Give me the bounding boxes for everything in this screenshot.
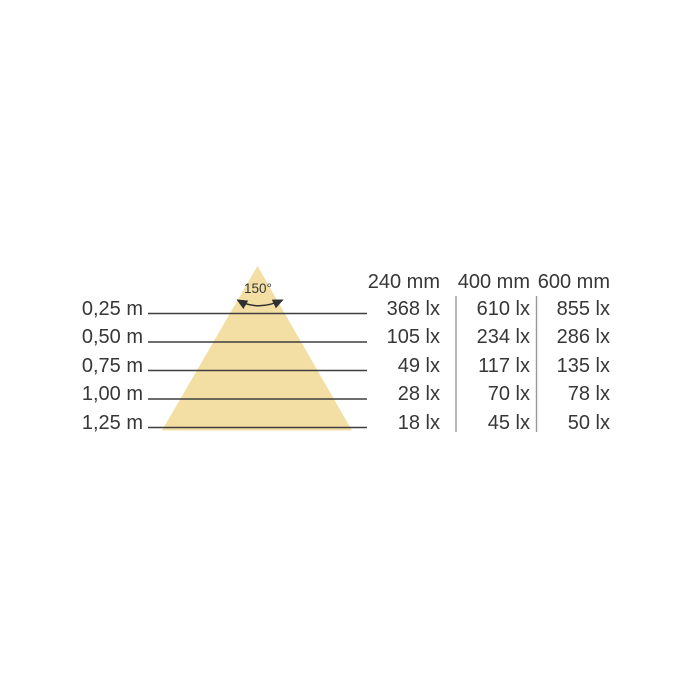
lux-value: 610 lx [476,298,530,320]
lux-value: 855 lx [556,298,610,320]
distance-label-025: 0,25 m [81,298,143,320]
lux-value: 368 lx [386,298,440,320]
lux-value: 49 lx [397,355,440,377]
beam-angle-arrow [236,299,284,309]
lux-value: 105 lx [386,326,440,348]
distance-label-075: 0,75 m [81,355,143,377]
lux-value: 135 lx [556,355,610,377]
lux-value: 117 lx [478,355,530,377]
column-header-600mm: 600 mm [537,271,610,293]
distance-label-050: 0,50 m [81,326,143,348]
column-header-400mm: 400 mm [457,271,530,293]
distance-label-125: 1,25 m [81,412,143,434]
column-header-240mm: 240 mm [367,271,440,293]
lux-value: 234 lx [476,326,530,348]
distance-label-100: 1,00 m [81,383,143,405]
lux-value: 78 lx [567,383,610,405]
lux-value: 286 lx [556,326,610,348]
lux-value: 70 lx [487,383,530,405]
lux-value: 50 lx [567,412,610,434]
lux-value: 45 lx [487,412,530,434]
lux-value: 28 lx [397,383,440,405]
beam-angle-label: 150° [244,281,272,296]
lux-value: 18 lx [397,412,440,434]
light-cone [162,266,352,431]
